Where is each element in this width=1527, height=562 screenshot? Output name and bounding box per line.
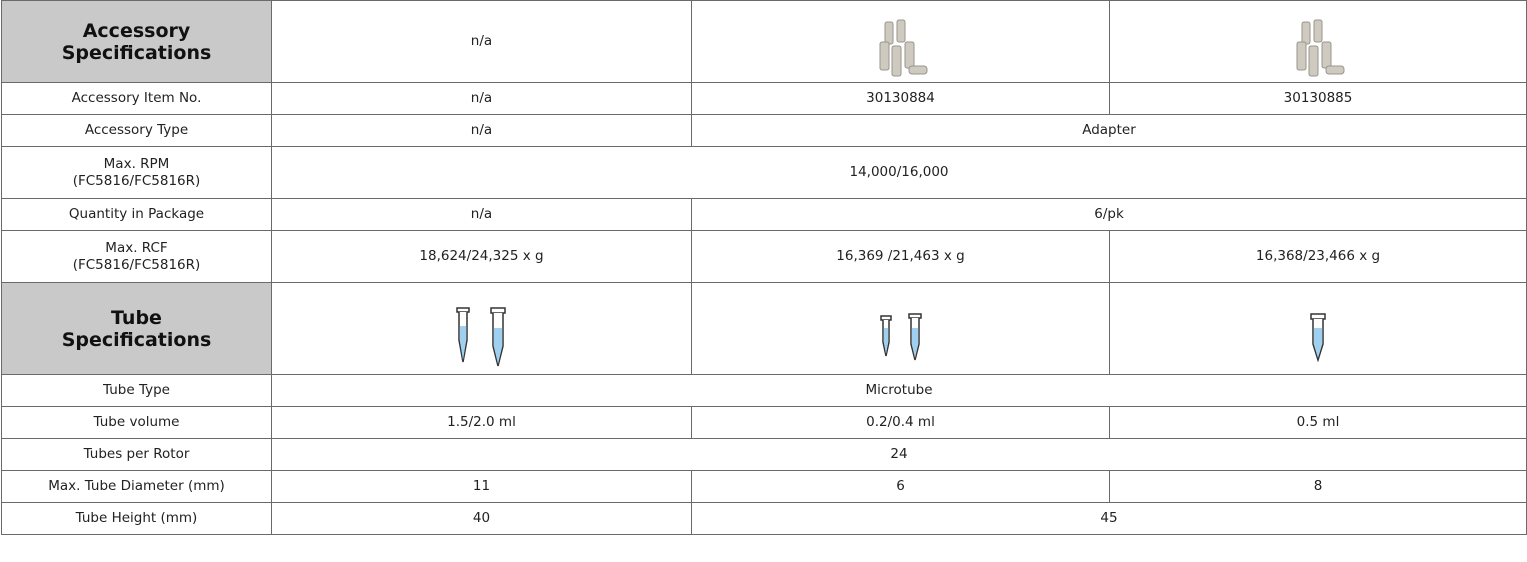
- cell: 1.5/2.0 ml: [271, 406, 692, 439]
- cell: 6/pk: [691, 198, 1527, 231]
- table-row: Accessory Type n/a Adapter: [1, 114, 1527, 147]
- table-row: Max. Tube Diameter (mm) 11 6 8: [1, 470, 1527, 503]
- image-cell: [1109, 282, 1527, 375]
- table-row: Tubes per Rotor 24: [1, 438, 1527, 471]
- cell: 16,368/23,466 x g: [1109, 230, 1527, 283]
- cell: n/a: [271, 114, 692, 147]
- tube-image: [879, 313, 922, 361]
- cell: Adapter: [691, 114, 1527, 147]
- row-label: Quantity in Package: [1, 198, 272, 231]
- table-row: Tube Specifications: [1, 282, 1527, 375]
- cell: 24: [271, 438, 1527, 471]
- cell: 14,000/16,000: [271, 146, 1527, 199]
- table-row: Tube volume 1.5/2.0 ml 0.2/0.4 ml 0.5 ml: [1, 406, 1527, 439]
- cell: 30130885: [1109, 82, 1527, 115]
- cell: Microtube: [271, 374, 1527, 407]
- cell: 40: [271, 502, 692, 535]
- cell: 8: [1109, 470, 1527, 503]
- image-cell: [691, 0, 1110, 83]
- cell: 0.5 ml: [1109, 406, 1527, 439]
- cell: n/a: [271, 82, 692, 115]
- table-row: Quantity in Package n/a 6/pk: [1, 198, 1527, 231]
- cell: 45: [691, 502, 1527, 535]
- tube-image: [1310, 313, 1326, 362]
- section-header: Accessory Specifications: [1, 0, 272, 83]
- table-row: Max. RPM (FC5816/FC5816R) 14,000/16,000: [1, 146, 1527, 199]
- cell: 16,369 /21,463 x g: [691, 230, 1110, 283]
- row-label: Tube volume: [1, 406, 272, 439]
- table-row: Tube Height (mm) 40 45: [1, 502, 1527, 535]
- table-row: Accessory Item No. n/a 30130884 30130885: [1, 82, 1527, 115]
- row-label: Max. RPM (FC5816/FC5816R): [1, 146, 272, 199]
- row-label: Tubes per Rotor: [1, 438, 272, 471]
- table-row: Tube Type Microtube: [1, 374, 1527, 407]
- section-header: Tube Specifications: [1, 282, 272, 375]
- row-label: Max. Tube Diameter (mm): [1, 470, 272, 503]
- table-row: Max. RCF (FC5816/FC5816R) 18,624/24,325 …: [1, 230, 1527, 283]
- image-cell: [271, 282, 692, 375]
- row-label: Tube Type: [1, 374, 272, 407]
- table-row: Accessory Specifications n/a: [1, 0, 1527, 83]
- adapter-image: [879, 19, 927, 77]
- image-cell: [691, 282, 1110, 375]
- adapter-image: [1296, 19, 1345, 77]
- row-label: Max. RCF (FC5816/FC5816R): [1, 230, 272, 283]
- row-label: Accessory Item No.: [1, 82, 272, 115]
- cell: 18,624/24,325 x g: [271, 230, 692, 283]
- cell: 11: [271, 470, 692, 503]
- cell: 30130884: [691, 82, 1110, 115]
- image-cell: [1109, 0, 1527, 83]
- row-label: Accessory Type: [1, 114, 272, 147]
- row-label: Tube Height (mm): [1, 502, 272, 535]
- tube-image: [455, 307, 506, 367]
- cell: n/a: [271, 0, 692, 83]
- cell: n/a: [271, 198, 692, 231]
- spec-table: Accessory Specifications n/a Accesso: [1, 0, 1527, 535]
- cell: 6: [691, 470, 1110, 503]
- cell: 0.2/0.4 ml: [691, 406, 1110, 439]
